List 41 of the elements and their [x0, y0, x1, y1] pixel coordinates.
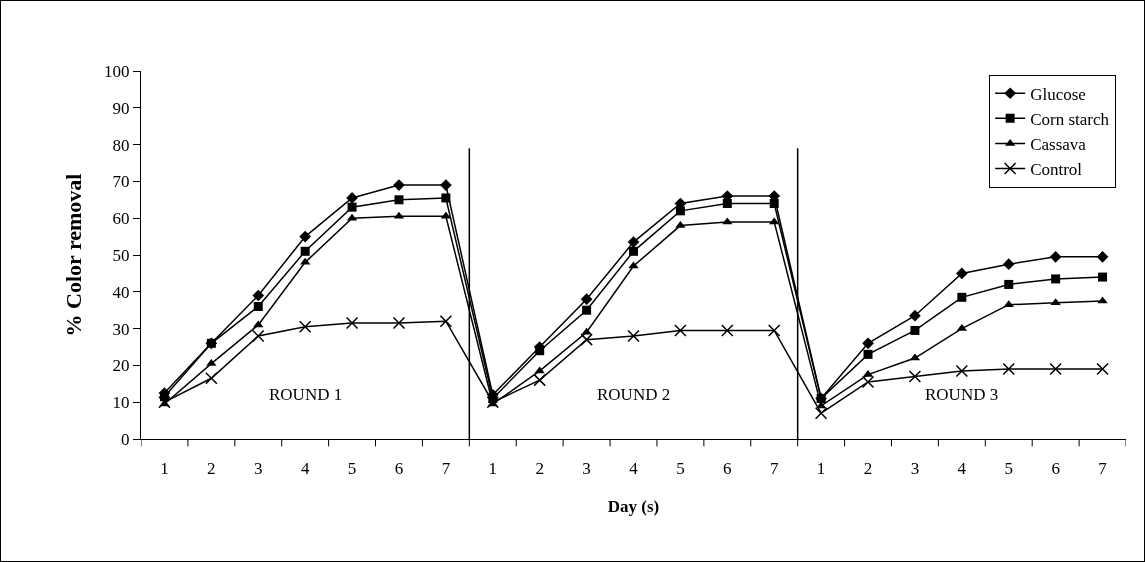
legend-label: Cassava	[1030, 135, 1087, 155]
y-tick-label: 70	[112, 172, 130, 192]
x-tick-label: 6	[723, 459, 732, 479]
x-tick-label: 1	[160, 459, 169, 479]
x-tick-label: 7	[769, 459, 779, 479]
annotation: ROUND 2	[597, 385, 671, 404]
x-tick-label: 3	[910, 459, 920, 479]
x-tick-label: 3	[254, 459, 263, 479]
y-tick-label: 10	[112, 393, 130, 413]
x-tick-label: 1	[488, 459, 498, 479]
x-axis-title: Day (s)	[607, 496, 660, 516]
x-tick-label: 5	[676, 459, 685, 479]
x-tick-label: 7	[441, 459, 451, 479]
legend-label: Control	[1030, 160, 1083, 180]
y-tick-label: 0	[121, 429, 130, 449]
legend-label: Corn starch	[1030, 109, 1110, 129]
y-tick-label: 40	[112, 282, 130, 302]
y-axis-title: % Color removal	[60, 173, 86, 337]
y-tick-label: 60	[112, 209, 130, 229]
x-tick-label: 6	[1051, 459, 1060, 479]
x-tick-label: 3	[582, 459, 591, 479]
annotation: ROUND 3	[925, 385, 999, 404]
x-tick-label: 4	[300, 459, 310, 479]
x-tick-label: 5	[347, 459, 357, 479]
x-tick-label: 2	[207, 459, 216, 479]
x-tick-label: 6	[394, 459, 404, 479]
y-tick-label: 50	[112, 245, 130, 265]
y-tick-label: 90	[112, 98, 130, 118]
x-tick-label: 2	[535, 459, 544, 479]
x-tick-label: 7	[1098, 459, 1108, 479]
legend-label: Glucose	[1030, 84, 1086, 104]
x-tick-label: 2	[863, 459, 873, 479]
x-tick-label: 4	[957, 459, 967, 479]
x-tick-label: 5	[1004, 459, 1013, 479]
x-tick-label: 1	[816, 459, 826, 479]
y-tick-label: 80	[112, 135, 130, 155]
y-tick-label: 30	[112, 319, 130, 339]
annotation: ROUND 1	[269, 385, 343, 404]
y-tick-label: 100	[104, 61, 130, 81]
x-tick-label: 4	[629, 459, 639, 479]
y-tick-label: 20	[112, 356, 130, 376]
